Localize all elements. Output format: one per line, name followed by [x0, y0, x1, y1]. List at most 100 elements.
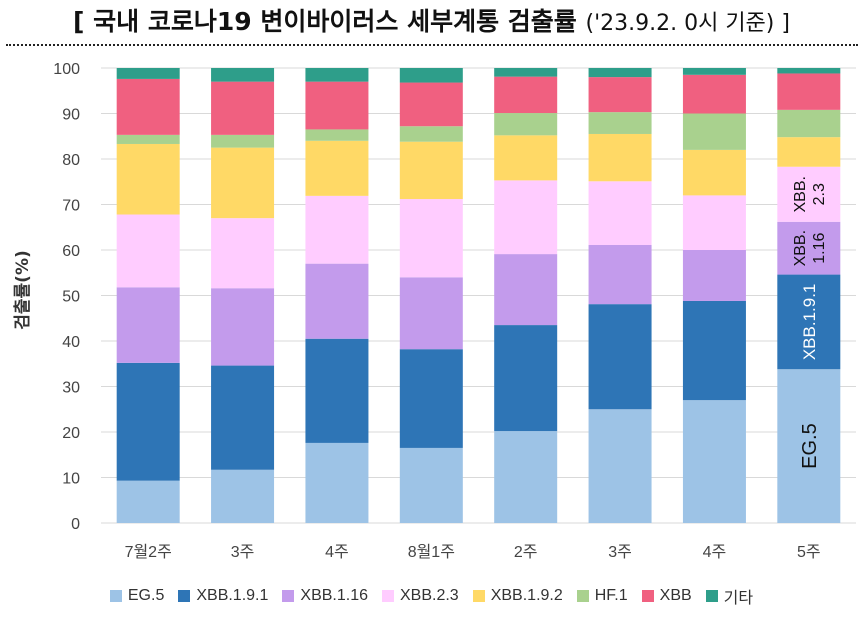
segment-labels: EG.5 XBB.1.9.1 XBB. 1.16 XBB. 2.3: [792, 176, 828, 469]
legend-swatch: [109, 590, 122, 602]
x-tick-label: 7월2주: [125, 543, 172, 561]
legend-item: XBB: [641, 587, 692, 605]
bar-segment-hf-1: [305, 129, 369, 141]
y-tick-label: 30: [62, 380, 80, 397]
legend-item: XBB.1.16: [282, 587, 368, 605]
bar-segment-기타: [305, 68, 369, 82]
y-tick-label: 0: [71, 516, 80, 533]
bar-segment-xbb: [116, 78, 180, 135]
bar-segment-xbb-1-9-2: [588, 133, 652, 182]
bar-segment-xbb-1-16: [116, 287, 180, 363]
x-tick-label: 3주: [231, 544, 255, 561]
bar-segment-eg-5: [116, 480, 180, 523]
bar-segment-xbb-2-3: [682, 195, 746, 250]
legend-label: 기타: [723, 590, 754, 607]
legend-label: XBB.1.9.1: [196, 587, 269, 604]
y-axis-label: 검출률(%): [13, 250, 33, 330]
bar-segment-xbb-1-9-1: [305, 338, 369, 443]
bar-segment-기타: [588, 68, 652, 78]
legend-label: XBB.2.3: [400, 587, 459, 604]
bar-segment-eg-5: [682, 400, 746, 523]
bar-segment-xbb-1-9-2: [494, 135, 558, 181]
bar-segment-xbb-1-9-1: [494, 325, 558, 432]
bar-segment-eg-5: [211, 469, 275, 523]
bar-segment-xbb-1-9-2: [211, 147, 275, 219]
y-tick-label: 100: [53, 61, 80, 78]
bar-segment-xbb-2-3: [305, 195, 369, 264]
y-tick-label: 90: [62, 107, 80, 124]
legend-item: XBB.2.3: [382, 587, 459, 605]
legend-swatch: [641, 590, 654, 602]
bar-segment-xbb-1-9-2: [116, 143, 180, 215]
x-tick-label: 4주: [325, 544, 349, 561]
bar-segment-기타: [777, 68, 841, 74]
bar-segment-xbb: [211, 81, 275, 135]
bar-segment-hf-1: [211, 134, 275, 148]
bar-segment-eg-5: [494, 431, 558, 523]
legend: EG.5 XBB.1.9.1 XBB.1.16 XBB.2.3 XBB.1.9.2 HF.…: [0, 582, 863, 610]
legend-item: EG.5: [109, 587, 165, 605]
bar-segment-hf-1: [588, 112, 652, 134]
legend-swatch: [705, 590, 718, 602]
segment-label-xbb-1-16: XBB. 1.16: [792, 230, 828, 266]
legend-item: XBB.1.9.1: [178, 587, 268, 605]
segment-label-eg-5: EG.5: [799, 423, 821, 469]
segment-label-xbb-1-9-1: XBB.1.9.1: [800, 284, 819, 361]
bar-segment-hf-1: [399, 126, 463, 142]
bar-segment-기타: [211, 68, 275, 82]
bar-segment-xbb-1-9-2: [399, 141, 463, 200]
legend-label: HF.1: [594, 587, 628, 604]
legend-label: EG.5: [127, 587, 165, 604]
y-tick-label: 40: [62, 334, 80, 351]
y-tick-label: 70: [62, 198, 80, 215]
bar-segment-xbb-1-9-1: [116, 362, 180, 481]
title-main: [ 국내 코로나19 변이바이러스 세부계통 검출률: [73, 7, 577, 36]
x-axis-ticks: 7월2주 3주 4주 8월1주 2주 3주 4주 5주: [125, 543, 821, 561]
legend-swatch: [282, 590, 295, 602]
bar-segment-xbb-1-9-2: [777, 137, 841, 167]
y-axis-ticks: 0 10 20 30 40 50 60 70 80 90 100: [53, 61, 80, 533]
bar-segment-xbb-1-16: [399, 277, 463, 350]
bar-segment-xbb-2-3: [211, 218, 275, 289]
bar-segment-기타: [682, 68, 746, 75]
bar-segment-xbb-1-9-1: [211, 365, 275, 470]
legend-swatch: [472, 590, 485, 602]
bar-segment-eg-5: [399, 447, 463, 523]
y-tick-label: 80: [62, 152, 80, 169]
bar-segment-xbb-1-9-1: [588, 304, 652, 410]
bars: [116, 68, 841, 523]
bar-segment-기타: [399, 68, 463, 83]
bar-segment-eg-5: [777, 369, 841, 523]
segment-label-xbb-2-3: XBB. 2.3: [792, 176, 828, 212]
bar-segment-xbb-1-16: [682, 250, 746, 301]
bar-segment-xbb: [777, 73, 841, 110]
y-tick-label: 10: [62, 471, 80, 488]
bar-segment-xbb: [682, 74, 746, 114]
bar-segment-xbb-1-16: [777, 221, 841, 275]
bar-segment-xbb-2-3: [588, 181, 652, 245]
bar-segment-eg-5: [305, 442, 369, 523]
chart-title: [ 국내 코로나19 변이바이러스 세부계통 검출률 ('23.9.2. 0시 …: [0, 2, 863, 38]
title-divider: [6, 44, 858, 46]
stacked-bar-chart: 0 10 20 30 40 50 60 70 80 90 100 7월2주 3주 4주 8월1주 2주 3주 4…: [13, 61, 856, 561]
bar-segment-xbb-2-3: [116, 214, 180, 288]
bar-segment-xbb-2-3: [777, 166, 841, 222]
bar-segment-xbb-1-9-1: [399, 349, 463, 448]
bar-segment-xbb: [399, 82, 463, 127]
legend-item: XBB.1.9.2: [472, 587, 563, 605]
bar-segment-xbb-1-9-1: [682, 300, 746, 401]
bar-segment-xbb-1-9-2: [305, 140, 369, 196]
bar-segment-xbb-1-9-1: [777, 274, 841, 370]
bar-segment-hf-1: [682, 113, 746, 150]
bar-segment-xbb-1-16: [494, 254, 558, 326]
bar-segment-xbb-1-16: [305, 263, 369, 339]
legend-item: 기타: [705, 584, 754, 608]
x-tick-label: 8월1주: [408, 543, 455, 561]
legend-label: XBB: [659, 587, 692, 604]
legend-label: XBB.1.16: [300, 587, 368, 604]
x-tick-label: 3주: [608, 544, 632, 561]
bar-segment-xbb-1-16: [588, 244, 652, 305]
bar-segment-기타: [116, 68, 180, 79]
bar-segment-hf-1: [494, 113, 558, 136]
y-tick-label: 20: [62, 425, 80, 442]
